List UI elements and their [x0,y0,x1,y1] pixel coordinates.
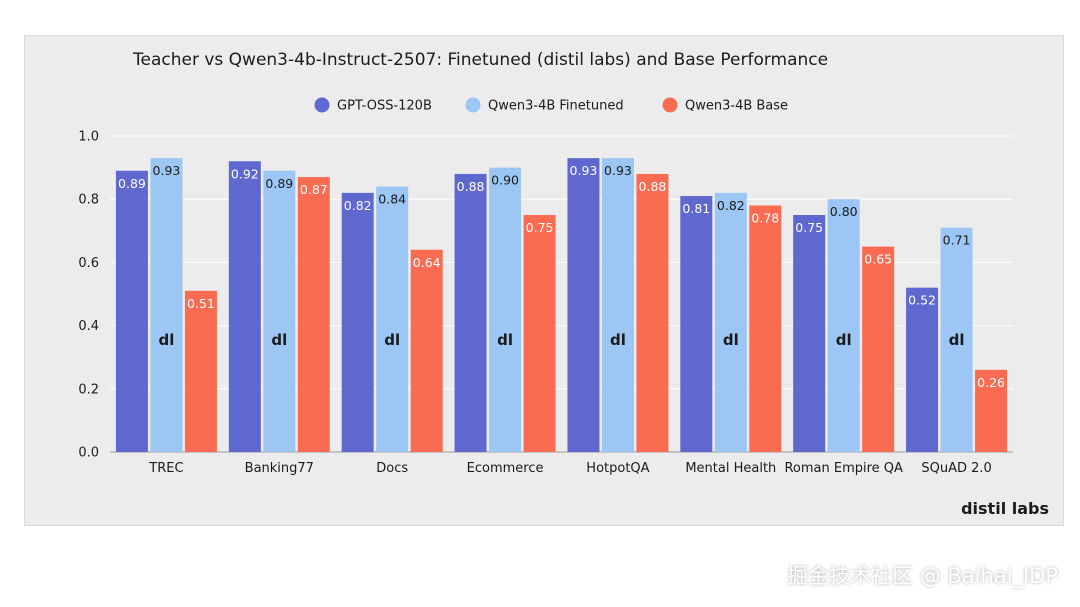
bar-1 [793,215,826,452]
x-category-label: Banking77 [245,461,314,476]
x-category-label: Ecommerce [467,461,544,476]
finetuned-logo-mark: dl [384,331,400,349]
value-label: 0.64 [413,255,441,270]
chart-title: Teacher vs Qwen3-4b-Instruct-2507: Finet… [132,50,828,70]
finetuned-logo-mark: dl [723,331,739,349]
bar-2 [601,158,634,452]
value-label: 0.52 [908,293,936,308]
bar-3 [523,215,556,452]
y-tick-label: 0.4 [78,319,99,334]
value-label: 0.75 [526,220,554,235]
value-label: 0.88 [457,179,485,194]
value-label: 0.65 [864,252,892,267]
y-axis: 0.0 0.2 0.4 0.6 0.8 1.0 [78,130,99,461]
bar-2 [376,186,409,452]
value-label: 0.92 [231,166,259,181]
chart-panel: Teacher vs Qwen3-4b-Instruct-2507: Finet… [24,35,1064,526]
x-category-label: Roman Empire QA [784,461,903,476]
y-tick-label: 0.2 [78,382,99,397]
value-label: 0.88 [639,179,667,194]
bar-2 [263,170,296,452]
value-label: 0.84 [378,192,406,207]
value-label: 0.26 [977,375,1005,390]
value-label: 0.81 [682,201,710,216]
y-tick-label: 0.0 [78,446,99,461]
watermark: 掘金技术社区 @ Baihai_IDP [787,564,1058,588]
y-tick-label: 0.8 [78,193,99,208]
finetuned-logo-mark: dl [949,331,965,349]
y-tick-label: 1.0 [78,130,99,145]
bar-2 [150,158,183,452]
legend-label: Qwen3-4B Finetuned [488,99,624,114]
value-label: 0.82 [717,198,745,213]
bars: 0.89 0.93 dl 0.51 0.92 0.89 dl 0.87 0.82 0.84 dl 0.… [115,158,1008,453]
finetuned-logo-mark: dl [497,331,513,349]
bar-2 [489,167,522,452]
bar-chart: Teacher vs Qwen3-4b-Instruct-2507: Finet… [78,50,1049,518]
bar-1 [115,170,148,452]
legend-marker [314,97,330,113]
finetuned-logo-mark: dl [610,331,626,349]
bar-1 [680,196,713,452]
x-category-label: Mental Health [685,461,776,476]
bar-2 [940,227,973,452]
bar-3 [862,246,895,452]
value-label: 0.93 [604,163,632,178]
bar-1 [567,158,600,452]
bar-3 [636,173,669,453]
x-category-label: TREC [148,461,183,476]
legend-label: Qwen3-4B Base [685,99,788,114]
bar-3 [297,177,330,452]
value-label: 0.78 [751,211,779,226]
value-label: 0.93 [153,163,181,178]
x-category-label: Docs [376,461,408,476]
x-category-label: SQuAD 2.0 [921,461,991,476]
value-label: 0.51 [187,296,215,311]
legend-marker [465,97,481,113]
bar-3 [749,205,782,452]
value-label: 0.93 [570,163,598,178]
value-label: 0.90 [491,173,519,188]
x-category-label: HotpotQA [586,461,649,476]
value-label: 0.71 [943,233,971,248]
brand-logo: distil labs [961,499,1049,518]
bar-3 [184,290,217,452]
bar-1 [906,287,939,452]
legend-label: GPT-OSS-120B [337,99,432,114]
value-label: 0.75 [795,220,823,235]
bar-3 [975,369,1008,452]
legend-marker [662,97,678,113]
bar-3 [410,249,443,452]
x-axis: TREC Banking77 Docs Ecommerce HotpotQA Mental… [148,461,991,476]
bar-2 [827,199,860,452]
legend: GPT-OSS-120B Qwen3-4B Finetuned Qwen3-4B B… [314,97,788,114]
bar-2 [714,192,747,452]
value-label: 0.89 [118,176,146,191]
bar-1 [228,161,261,452]
y-tick-label: 0.6 [78,256,99,271]
value-label: 0.89 [265,176,293,191]
value-label: 0.82 [344,198,372,213]
bar-1 [454,173,487,453]
bar-1 [341,192,374,452]
finetuned-logo-mark: dl [158,331,174,349]
finetuned-logo-mark: dl [271,331,287,349]
value-label: 0.80 [830,204,858,219]
value-label: 0.87 [300,182,328,197]
finetuned-logo-mark: dl [836,331,852,349]
